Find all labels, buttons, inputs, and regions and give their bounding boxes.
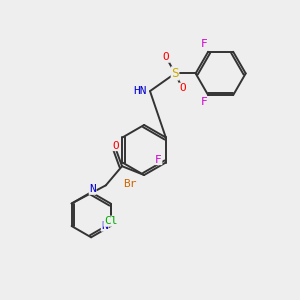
Text: N: N bbox=[101, 221, 108, 231]
Text: S: S bbox=[171, 67, 179, 80]
Text: F: F bbox=[200, 98, 207, 107]
Text: O: O bbox=[113, 141, 119, 151]
Text: Br: Br bbox=[124, 179, 137, 189]
Text: HN: HN bbox=[134, 86, 147, 96]
Text: F: F bbox=[200, 39, 207, 50]
Text: O: O bbox=[163, 52, 169, 62]
Text: N: N bbox=[89, 184, 96, 194]
Text: Cl: Cl bbox=[104, 216, 117, 226]
Text: O: O bbox=[179, 83, 186, 93]
Text: F: F bbox=[155, 154, 162, 165]
